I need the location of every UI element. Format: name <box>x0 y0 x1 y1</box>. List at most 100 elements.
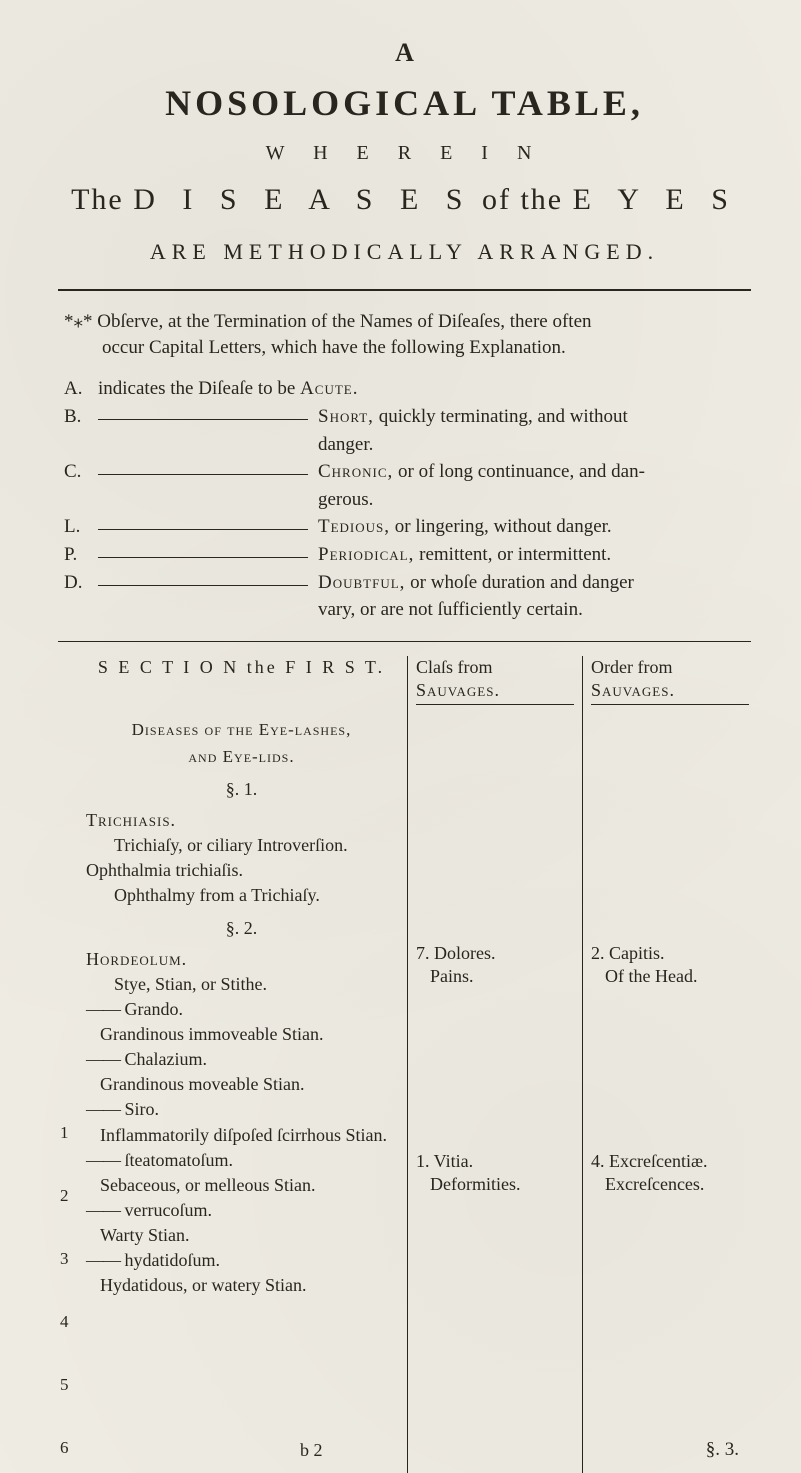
observe-text2: occur Capital Letters, which have the fo… <box>64 335 745 361</box>
bottom-table: 1 2 3 4 5 6 7 S E C T I O N the F I R S … <box>60 656 749 1473</box>
def-d-text: or whoſe duration and danger <box>405 572 633 593</box>
def-row-b: B. Short, quickly terminating, and witho… <box>64 404 745 430</box>
observe-star: *⁎* <box>64 311 93 332</box>
dash: —— <box>86 999 120 1019</box>
item-verruc: —— verrucoſum. <box>86 1199 397 1222</box>
def-letter: A. <box>64 376 98 402</box>
header-letter: A <box>58 38 751 68</box>
def-row-p: P. Periodical, remittent, or intermitten… <box>64 542 745 568</box>
def-a-text: indicates the Diſeaſe to be <box>98 378 300 399</box>
item-hydat: —— hydatidoſum. <box>86 1249 397 1272</box>
trichiasis: Trichiasis. <box>86 809 397 832</box>
observe-block: *⁎* Obſerve, at the Termination of the N… <box>64 309 745 360</box>
def-c-text: or of long continuance, and dan- <box>393 461 645 482</box>
def-letter: P. <box>64 542 98 568</box>
def-text: Doubtful, or whoſe duration and danger <box>318 570 745 596</box>
col1-head3b: Eye-lids. <box>223 747 295 766</box>
def-b-sc: Short, <box>318 406 374 427</box>
col3-r1b: Of the Head. <box>591 965 749 988</box>
item-verruc-sub: Warty Stian. <box>86 1224 397 1247</box>
def-p-sc: Periodical, <box>318 544 414 565</box>
def-d-sc: Doubtful, <box>318 572 405 593</box>
footer-signature: §. 3. <box>706 1439 739 1461</box>
num-3: 3 <box>60 1248 82 1311</box>
line2-pre: The <box>71 183 133 216</box>
def-a-sc: Acute. <box>300 378 358 399</box>
def-b-cont: danger. <box>64 432 745 458</box>
def-dash <box>98 406 308 420</box>
column-3: Order from Sauvages. 2. Capitis. Of the … <box>583 656 749 1473</box>
definitions: A. indicates the Diſeaſe to be Acute. B.… <box>64 376 745 623</box>
page: A NOSOLOGICAL TABLE, W H E R E I N The D… <box>0 0 801 1473</box>
col3-head2: Sauvages. <box>591 679 749 705</box>
hordeolum: Hordeolum. <box>86 948 397 971</box>
col1-head1: S E C T I O N the F I R S T. <box>86 656 397 712</box>
line2-eyes: E Y E S <box>573 183 738 216</box>
def-row-a: A. indicates the Diſeaſe to be Acute. <box>64 376 745 402</box>
num-4: 4 <box>60 1311 82 1374</box>
def-text: Chronic, or of long continuance, and dan… <box>318 459 745 485</box>
spacer <box>591 988 749 1150</box>
footer-catch-bz: b 2 <box>300 1440 323 1461</box>
num-6: 6 <box>60 1437 82 1473</box>
def-l-text: or lingering, without danger. <box>390 516 612 537</box>
item-steat-sub: Sebaceous, or melleous Stian. <box>86 1174 397 1197</box>
def-c-cont: gerous. <box>64 487 745 513</box>
def-letter: C. <box>64 459 98 485</box>
spacer <box>416 988 574 1150</box>
observe-text1: Obſerve, at the Termination of the Names… <box>93 311 592 332</box>
col2-r2a: 1. Vitia. <box>416 1150 574 1173</box>
item-text: verrucoſum. <box>120 1200 212 1220</box>
col3-r2a: 4. Excreſcentiæ. <box>591 1150 749 1173</box>
rule-1 <box>58 289 751 291</box>
def-l-sc: Tedious, <box>318 516 390 537</box>
col2-r1a: 7. Dolores. <box>416 942 574 965</box>
col3-r2b: Excreſcences. <box>591 1173 749 1196</box>
row-numbers: 1 2 3 4 5 6 7 <box>60 656 82 1473</box>
col2-head2: Sauvages. <box>416 679 574 705</box>
dash: —— <box>86 1200 120 1220</box>
spacer <box>416 712 574 942</box>
def-letter: D. <box>64 570 98 596</box>
col1-head3a: and <box>188 747 222 766</box>
dash: —— <box>86 1049 120 1069</box>
def-row-l: L. Tedious, or lingering, without danger… <box>64 514 745 540</box>
section-1-no: §. 1. <box>86 778 397 801</box>
col3-head: Order from Sauvages. <box>591 656 749 712</box>
def-dash <box>98 516 308 530</box>
def-row-c: C. Chronic, or of long continuance, and … <box>64 459 745 485</box>
rule-2 <box>58 641 751 642</box>
item-chalazium: —— Chalazium. <box>86 1048 397 1071</box>
def-dash <box>98 461 308 475</box>
col2-r2b: Deformities. <box>416 1173 574 1196</box>
wherein: W H E R E I N <box>58 142 751 165</box>
col3-r1a: 2. Capitis. <box>591 942 749 965</box>
hordeolum-sub: Stye, Stian, or Stithe. <box>86 973 397 996</box>
col1-head2b: Eye-lashes, <box>259 720 352 739</box>
def-text: Tedious, or lingering, without danger. <box>318 514 745 540</box>
def-d-cont: vary, or are not ſufficiently certain. <box>64 597 745 623</box>
title-main: NOSOLOGICAL TABLE, <box>58 82 751 124</box>
trichiasis-sub: Trichiaſy, or ciliary Introverſion. <box>86 834 397 857</box>
num-2: 2 <box>60 1185 82 1248</box>
def-letter: B. <box>64 404 98 430</box>
subtitle-diseases-eyes: The D I S E A S E S of the E Y E S <box>58 183 751 217</box>
item-siro-sub: Inflammatorily diſpoſed ſcirrhous Stian. <box>86 1124 397 1147</box>
item-chalazium-sub: Grandinous moveable Stian. <box>86 1073 397 1096</box>
def-text: Short, quickly terminating, and without <box>318 404 745 430</box>
def-dash <box>98 544 308 558</box>
line2-diseases: D I S E A S E S <box>133 183 472 216</box>
item-text: Chalazium. <box>120 1049 207 1069</box>
def-text: Periodical, remittent, or intermittent. <box>318 542 745 568</box>
item-grando: —— Grando. <box>86 998 397 1021</box>
num-1: 1 <box>60 1122 82 1185</box>
col1-head3: and Eye-lids. <box>86 745 397 768</box>
item-hydat-sub: Hydatidous, or watery Stian. <box>86 1274 397 1297</box>
spacer <box>591 712 749 942</box>
item-steat: —— ſteatomatoſum. <box>86 1149 397 1172</box>
dash: —— <box>86 1150 120 1170</box>
col1-head2: Diseases of the Eye-lashes, <box>86 718 397 741</box>
item-text: ſteatomatoſum. <box>120 1150 233 1170</box>
def-c-sc: Chronic, <box>318 461 393 482</box>
item-text: Grando. <box>120 999 183 1019</box>
